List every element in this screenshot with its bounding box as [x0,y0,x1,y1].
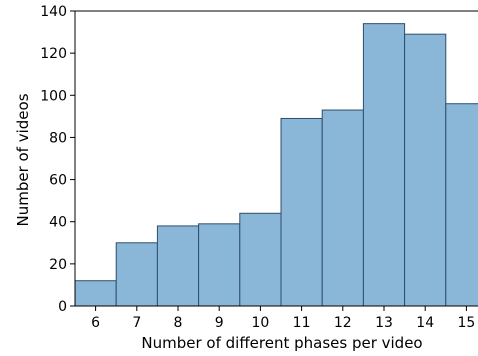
x-tick-label-11: 11 [293,315,311,331]
y-tick-label-140: 140 [40,4,67,20]
y-tick-label-100: 100 [40,88,67,104]
bar-13 [362,23,406,307]
x-axis-ticks: 6 7 8 9 10 11 12 13 14 15 [91,306,475,331]
bar-15 [445,103,478,307]
bar-6 [74,280,117,307]
x-tick-label-9: 9 [215,315,224,331]
bar-9 [198,223,241,307]
bar-8 [156,225,200,307]
x-tick-label-6: 6 [91,315,100,331]
y-axis-ticks: 0 20 40 60 80 100 120 140 [40,4,75,315]
x-tick-label-14: 14 [416,315,434,331]
bar-10 [239,212,282,307]
x-axis-label: Number of different phases per video [141,334,422,352]
x-tick-label-8: 8 [174,315,183,331]
x-tick-label-12: 12 [334,315,352,331]
bars-group [74,23,478,307]
bar-11 [280,117,323,307]
bar-7 [115,242,158,307]
x-tick-label-10: 10 [251,315,269,331]
y-tick-label-120: 120 [40,46,67,62]
x-tick-label-7: 7 [132,315,141,331]
y-tick-label-40: 40 [49,215,67,231]
bar-14 [404,33,447,307]
bar-12 [321,109,364,307]
y-tick-label-60: 60 [49,173,67,189]
x-tick-label-15: 15 [457,315,475,331]
y-tick-label-20: 20 [49,257,67,273]
y-tick-label-80: 80 [49,130,67,146]
y-axis-label: Number of videos [14,93,32,226]
axes-frame [74,10,478,307]
y-tick-label-0: 0 [58,299,67,315]
x-tick-label-13: 13 [375,315,393,331]
